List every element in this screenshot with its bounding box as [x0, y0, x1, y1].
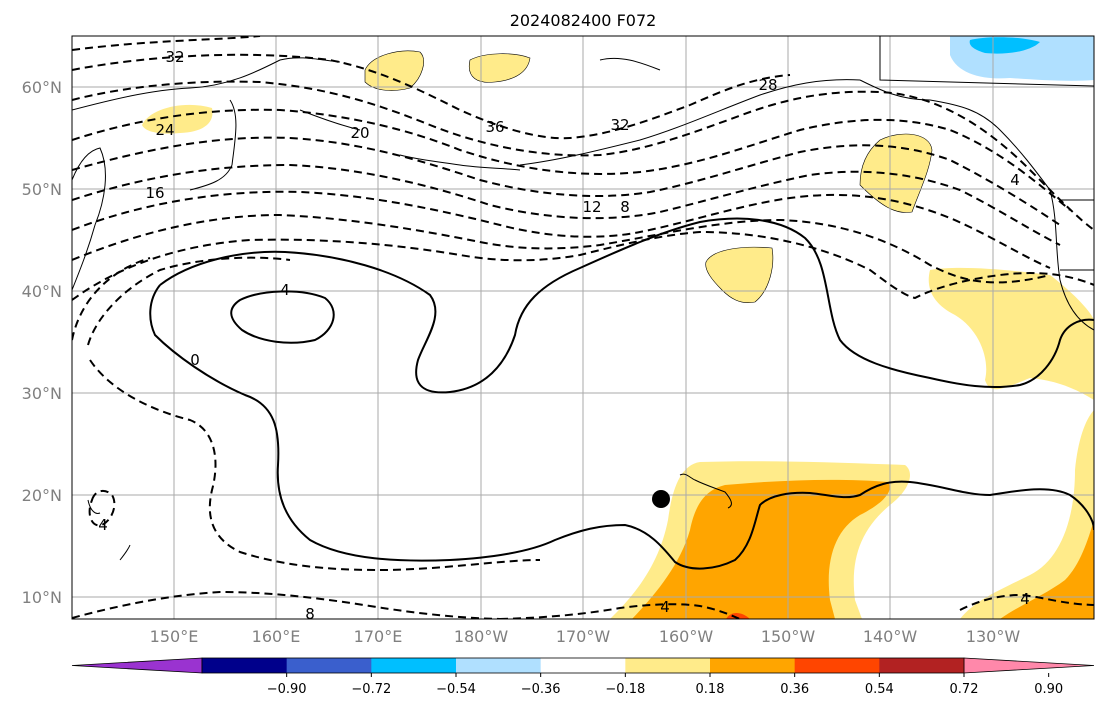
- contour-label: 4: [98, 516, 108, 534]
- colorbar-tick-label: 0.72: [950, 682, 979, 697]
- contour-label: 4: [1010, 171, 1020, 189]
- lon-labels: 150°E 160°E 170°E 180°W 170°W 160°W 150°…: [150, 627, 1021, 646]
- colorbar-tick-label: 0.18: [696, 682, 725, 697]
- fill-red-south: [726, 612, 750, 619]
- fill-yellow-mid: [705, 246, 774, 303]
- contour-label: 36: [485, 118, 504, 136]
- gridlines: [72, 36, 1094, 619]
- colorbar-segment: [286, 658, 372, 673]
- contour-four-closed: [230, 290, 335, 344]
- colorbar-extend-low: [71, 657, 203, 674]
- contour-label: 32: [610, 116, 629, 134]
- lat-label: 50°N: [22, 180, 62, 199]
- location-marker: [652, 490, 670, 508]
- fill-yellow-southeast: [960, 410, 1094, 619]
- contour-label: 24: [155, 121, 174, 139]
- lat-label: 40°N: [22, 282, 62, 301]
- colorbar-tick-label: 0.54: [865, 682, 894, 697]
- colorbar-tick-label: −0.72: [351, 682, 391, 697]
- fill-yellow-kamchatka: [142, 104, 213, 134]
- lon-label: 150°E: [150, 627, 199, 646]
- lon-label: 170°W: [556, 627, 611, 646]
- lon-label: 140°W: [863, 627, 918, 646]
- lon-label: 150°W: [761, 627, 816, 646]
- fill-orange-south: [632, 479, 890, 619]
- colorbar-tick-label: 0.36: [780, 682, 809, 697]
- lat-label: 10°N: [22, 588, 62, 607]
- colorbar-segment: [879, 658, 965, 673]
- lon-label: 160°E: [252, 627, 301, 646]
- colorbar-segment: [202, 658, 288, 673]
- contour-label: 4: [1020, 590, 1030, 608]
- colorbar-segment: [625, 658, 711, 673]
- colorbar-tick-label: 0.90: [1034, 682, 1063, 697]
- colorbar-segment: [371, 658, 457, 673]
- colorbar-extend-high: [963, 657, 1095, 674]
- contour-label: 8: [305, 605, 315, 623]
- contour-zero: [159, 217, 1094, 394]
- dashed-contours: [72, 36, 1094, 619]
- fill-yellow-gulf: [859, 133, 933, 213]
- contour-label: 32: [165, 48, 184, 66]
- colorbar-segment: [540, 658, 626, 673]
- colorbar-tick-label: −0.36: [521, 682, 561, 697]
- contour-label: 12: [582, 198, 601, 216]
- lon-label: 130°W: [966, 627, 1021, 646]
- lon-label: 170°E: [354, 627, 403, 646]
- fill-yellow-bering1: [364, 50, 424, 91]
- lat-label: 30°N: [22, 384, 62, 403]
- contour-label: 4: [660, 598, 670, 616]
- lat-label: 60°N: [22, 78, 62, 97]
- fill-yellow-bering2: [468, 53, 531, 83]
- lon-label: 160°W: [659, 627, 714, 646]
- lat-labels: 60°N 50°N 40°N 30°N 20°N 10°N: [22, 78, 62, 607]
- contour-label: 8: [620, 198, 630, 216]
- solid-contours: [149, 217, 1094, 570]
- lon-label: 180°W: [454, 627, 509, 646]
- colorbar-frame: [201, 657, 965, 674]
- colorbar-segment: [456, 658, 542, 673]
- map-area: 32 24 20 16 36 32 28 12 8 4 0 4 4 8 4 4: [72, 36, 1094, 623]
- map-frame: [71, 35, 1095, 620]
- contour-zero-west: [149, 284, 1094, 570]
- anomaly-fills: [142, 36, 1094, 619]
- fill-yellow-east: [928, 267, 1094, 400]
- fill-cyan-north: [969, 37, 1040, 54]
- contour-label: 16: [145, 184, 164, 202]
- colorbar-tick-label: −0.90: [267, 682, 307, 697]
- fill-orange-southeast: [1000, 520, 1094, 619]
- lat-label: 20°N: [22, 486, 62, 505]
- contour-label: 4: [280, 281, 290, 299]
- colorbar-segment: [710, 658, 796, 673]
- colorbar: −0.90 −0.72 −0.54 −0.36 −0.18 0.18 0.36 0.54 0.7…: [71, 657, 1095, 697]
- colorbar-segment: [794, 658, 880, 673]
- map-title: 2024082400 F072: [510, 11, 657, 30]
- colorbar-tick-label: −0.18: [605, 682, 645, 697]
- colorbar-tick-label: −0.54: [436, 682, 476, 697]
- contour-label: 28: [758, 76, 777, 94]
- contour-label: 0: [190, 351, 200, 369]
- contour-labels: 32 24 20 16 36 32 28 12 8 4 0 4 4 8 4 4: [98, 48, 1030, 623]
- contour-label: 20: [350, 124, 369, 142]
